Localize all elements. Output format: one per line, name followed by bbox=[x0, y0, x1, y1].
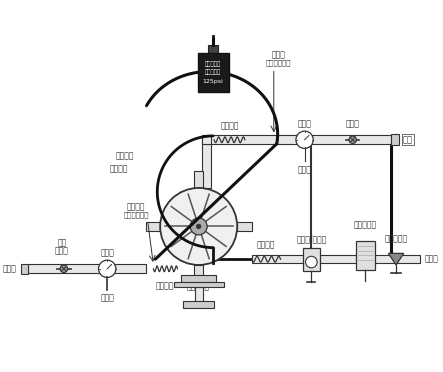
Text: 软管连接: 软管连接 bbox=[156, 281, 174, 290]
Bar bbox=[206, 135, 391, 144]
Text: 压力表: 压力表 bbox=[100, 248, 114, 257]
Text: 截流阀: 截流阀 bbox=[55, 246, 69, 256]
Text: 进气管路: 进气管路 bbox=[109, 164, 128, 173]
Circle shape bbox=[296, 131, 313, 148]
Text: 吸入口: 吸入口 bbox=[3, 264, 17, 273]
Bar bbox=[183, 301, 214, 308]
Circle shape bbox=[306, 256, 317, 268]
Text: 压力表: 压力表 bbox=[298, 119, 311, 128]
Bar bbox=[194, 171, 203, 188]
Polygon shape bbox=[389, 253, 404, 265]
Text: 排水口: 排水口 bbox=[298, 166, 311, 175]
Text: 截流阀: 截流阀 bbox=[346, 119, 360, 128]
Bar bbox=[237, 222, 252, 231]
Circle shape bbox=[196, 224, 201, 229]
Circle shape bbox=[160, 188, 237, 265]
Text: 进气口: 进气口 bbox=[425, 255, 439, 264]
Circle shape bbox=[349, 136, 357, 144]
Text: 进气管路: 进气管路 bbox=[115, 152, 134, 161]
Text: 空气干燥机: 空气干燥机 bbox=[354, 220, 377, 230]
Bar bbox=[198, 53, 229, 92]
Text: 排放: 排放 bbox=[403, 135, 413, 144]
Bar bbox=[208, 45, 218, 53]
Text: 稳压器，压: 稳压器，压 bbox=[205, 62, 221, 67]
Bar bbox=[194, 265, 203, 282]
Circle shape bbox=[60, 265, 68, 273]
Text: （式样可选）: （式样可选） bbox=[266, 60, 291, 66]
Text: 过滤器/稳压器: 过滤器/稳压器 bbox=[296, 235, 326, 244]
Bar bbox=[20, 263, 28, 274]
Text: 排气: 排气 bbox=[57, 239, 66, 248]
Circle shape bbox=[98, 260, 116, 278]
Text: 管道连接: 管道连接 bbox=[127, 202, 145, 211]
Bar bbox=[303, 248, 320, 271]
Text: 软管连接: 软管连接 bbox=[220, 121, 239, 130]
Bar bbox=[252, 255, 420, 263]
Circle shape bbox=[190, 218, 207, 235]
Text: 软管连接: 软管连接 bbox=[257, 241, 276, 250]
Bar bbox=[146, 222, 160, 231]
Bar bbox=[202, 135, 211, 144]
Bar bbox=[195, 287, 202, 302]
Bar bbox=[356, 241, 375, 270]
Bar bbox=[174, 282, 224, 287]
Text: 125psi: 125psi bbox=[203, 78, 224, 84]
Text: （式样可选）: （式样可选） bbox=[123, 212, 149, 218]
Text: 管接头: 管接头 bbox=[272, 50, 286, 59]
Bar bbox=[181, 275, 216, 282]
Text: 空气截流阀: 空气截流阀 bbox=[385, 235, 408, 244]
Bar bbox=[202, 140, 211, 188]
Text: 力不可超过: 力不可超过 bbox=[205, 70, 221, 75]
Bar bbox=[391, 135, 399, 145]
Text: 排水口: 排水口 bbox=[100, 294, 114, 303]
Bar bbox=[28, 264, 146, 273]
Text: 气动隔膜泵: 气动隔膜泵 bbox=[187, 282, 210, 291]
